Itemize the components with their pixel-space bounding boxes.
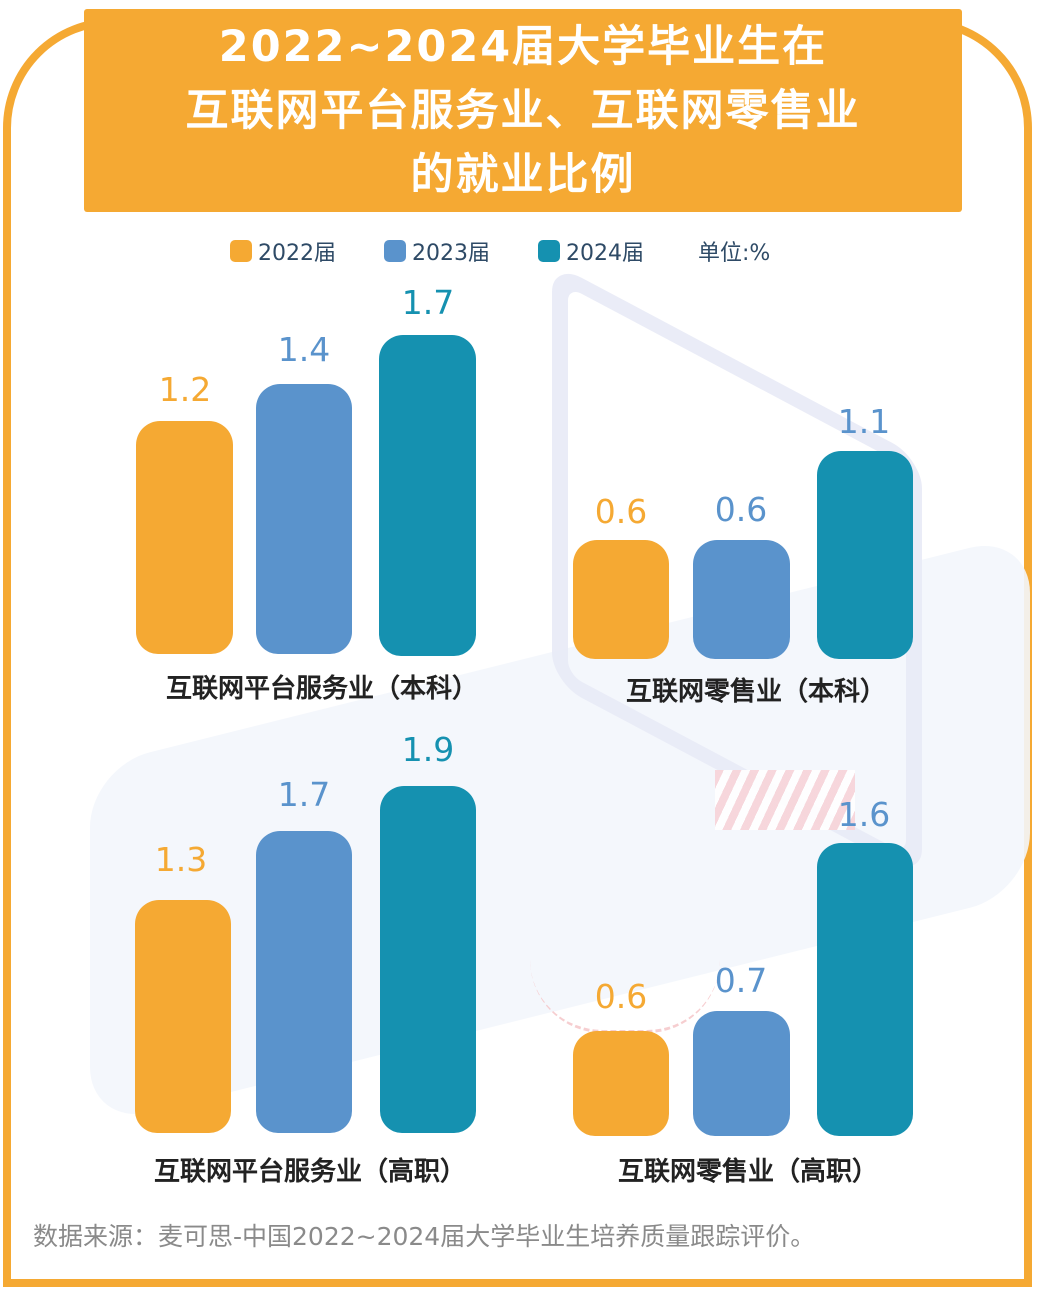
- legend-item-2024: 2024届: [538, 235, 644, 267]
- bar-2024: [817, 451, 913, 659]
- bar-2022: [136, 421, 233, 654]
- legend-label-2024: 2024届: [566, 241, 644, 266]
- legend-label-2023: 2023届: [412, 241, 490, 266]
- value-label: 1.9: [401, 730, 455, 769]
- value-label: 1.6: [837, 795, 891, 834]
- bar-2022: [573, 540, 669, 659]
- bar-2023: [693, 540, 790, 659]
- bar-2023: [256, 384, 352, 654]
- legend-item-2022: 2022届: [230, 235, 336, 267]
- bar-2023: [256, 831, 352, 1133]
- value-label: 1.4: [277, 330, 331, 369]
- unit-label: 单位:%: [698, 241, 771, 266]
- title-line-1: 2022~2024届大学毕业生在: [218, 21, 828, 72]
- value-label: 1.1: [837, 402, 891, 441]
- value-label: 1.7: [277, 775, 331, 814]
- bar-2022: [135, 900, 231, 1133]
- legend-swatch-2023: [384, 240, 406, 262]
- value-label: 1.7: [401, 283, 455, 322]
- bar-2024: [379, 335, 476, 656]
- legend-swatch-2022: [230, 240, 252, 262]
- category-label: 互联网平台服务业（高职）: [153, 1157, 467, 1187]
- data-source-note: 数据来源：麦可思-中国2022~2024届大学毕业生培养质量跟踪评价。: [33, 1222, 816, 1251]
- category-label: 互联网平台服务业（本科）: [165, 674, 479, 704]
- category-label: 互联网零售业（本科）: [625, 677, 887, 707]
- legend-swatch-2024: [538, 240, 560, 262]
- value-label: 0.6: [714, 490, 768, 529]
- legend: 2022届 2023届 2024届 单位:%: [230, 234, 770, 268]
- bar-2024: [380, 786, 476, 1133]
- bar-2024: [817, 843, 913, 1136]
- value-label: 1.2: [158, 370, 212, 409]
- legend-item-2023: 2023届: [384, 235, 490, 267]
- category-label: 互联网零售业（高职）: [617, 1157, 879, 1187]
- bar-2022: [573, 1031, 669, 1136]
- title-line-3: 的就业比例: [410, 149, 636, 200]
- value-label: 0.7: [714, 961, 768, 1000]
- value-label: 0.6: [594, 977, 648, 1016]
- bar-2023: [693, 1011, 790, 1136]
- legend-label-2022: 2022届: [258, 241, 336, 266]
- title-line-2: 互联网平台服务业、互联网零售业: [185, 85, 861, 136]
- title-banner: 2022~2024届大学毕业生在 互联网平台服务业、互联网零售业 的就业比例: [84, 9, 962, 212]
- value-label: 0.6: [594, 492, 648, 531]
- value-label: 1.3: [154, 840, 208, 879]
